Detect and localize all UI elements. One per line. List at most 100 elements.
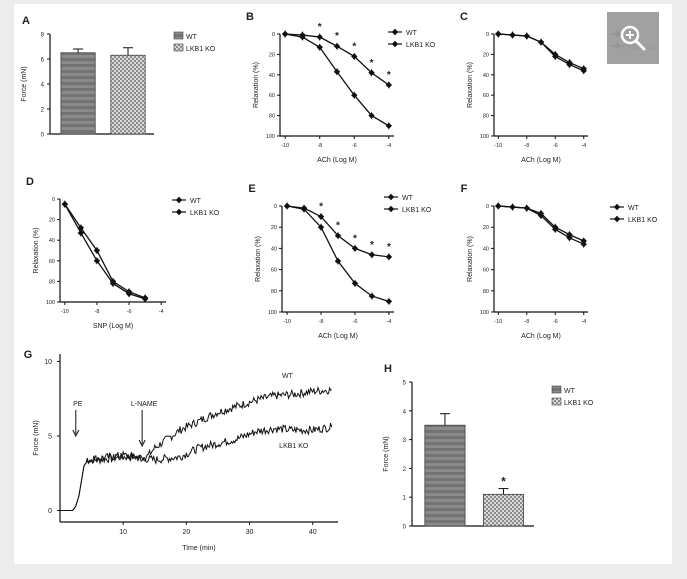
y-axis-label-F: Relaxation (%) (467, 236, 474, 282)
data-point-E-wt (385, 298, 393, 305)
y-tick-label-H: 1 (403, 496, 407, 502)
legend-swatch-H (551, 385, 562, 394)
data-point-D-wt (93, 257, 101, 264)
legend-label-D: WT (190, 198, 202, 205)
trace-label-wt: WT (282, 373, 294, 380)
y-tick-label-D: 60 (49, 259, 55, 265)
y-axis-label-G: Force (mN) (33, 420, 40, 455)
data-point-D-ko (61, 200, 69, 208)
data-point-C-ko (566, 59, 573, 66)
significance-star-B: * (335, 31, 339, 42)
legend-swatch-H (551, 397, 562, 406)
data-point-B-ko (333, 43, 341, 50)
y-tick-label-F: 80 (483, 289, 489, 295)
y-tick-label-A: 2 (41, 108, 45, 114)
y-axis-label-C: Relaxation (%) (467, 62, 474, 108)
x-tick-label-F: -4 (581, 319, 586, 325)
significance-star-H: * (501, 475, 506, 489)
data-point-B-ko (385, 81, 393, 89)
data-point-F-ko (566, 231, 573, 238)
panel-letter-A: A (22, 15, 30, 27)
zoom-button[interactable] (607, 12, 659, 64)
data-point-E-wt (317, 224, 325, 231)
y-tick-label-B: 20 (269, 52, 275, 58)
data-point-D-ko (77, 224, 85, 232)
legend-label-D: LKB1 KO (190, 210, 220, 217)
legend-marker-D (175, 208, 183, 216)
x-tick-label-F: -10 (494, 319, 502, 325)
data-point-D-ko (141, 294, 149, 302)
data-point-E-ko (283, 202, 291, 210)
y-tick-label-B: 100 (266, 134, 275, 140)
panel-letter-B: B (246, 11, 254, 23)
data-point-F-ko (509, 203, 516, 211)
panel-letter-F: F (461, 183, 468, 195)
data-point-B-ko (368, 69, 375, 76)
legend-marker-E (387, 193, 395, 201)
legend-label-F: WT (628, 205, 640, 212)
x-tick-label-B: -6 (352, 143, 357, 149)
y-tick-label-A: 6 (41, 58, 45, 64)
data-point-E-ko (385, 253, 393, 261)
x-tick-label-C: -4 (581, 143, 586, 149)
x-tick-label-F: -6 (553, 319, 558, 325)
data-point-B-wt (316, 44, 323, 51)
x-tick-label-E: -10 (283, 319, 291, 325)
y-tick-label-E: 80 (271, 289, 277, 295)
trace-wt (60, 386, 332, 511)
series-line-D-ko (64, 203, 146, 299)
significance-star-E: * (336, 221, 340, 232)
x-tick-label-G: 20 (182, 529, 190, 536)
legend-label-H: LKB1 KO (564, 400, 594, 407)
data-point-D-ko (109, 278, 117, 285)
significance-star-E: * (370, 240, 374, 251)
legend-marker-D (175, 196, 183, 204)
y-tick-label-G: 0 (48, 508, 52, 515)
x-tick-label-C: -8 (524, 143, 529, 149)
y-tick-label-A: 8 (41, 33, 45, 39)
y-tick-label-C: 80 (483, 114, 489, 120)
data-point-F-ko (537, 210, 545, 217)
y-tick-label-D: 0 (52, 197, 55, 203)
y-tick-label-F: 20 (483, 225, 489, 231)
data-point-E-wt (334, 257, 342, 265)
data-point-F-ko (552, 224, 559, 231)
y-tick-label-B: 0 (272, 32, 275, 38)
x-axis-label-D: SNP (Log M) (93, 323, 133, 330)
y-tick-label-C: 60 (483, 93, 489, 99)
y-tick-label-D: 40 (49, 238, 55, 244)
series-line-D-wt (64, 203, 146, 300)
x-tick-label-E: -4 (386, 319, 391, 325)
data-point-F-ko (523, 204, 530, 212)
y-tick-label-C: 40 (483, 73, 489, 79)
figure-image: A 0 2 4 6 8 Force (mN) WT LKB1 KO B -10 -8 -6 -4 0 20 40… (14, 4, 672, 564)
data-point-B-ko (281, 30, 289, 38)
annotation-l-name: L-NAME (131, 401, 158, 408)
legend-marker-E (387, 205, 395, 213)
y-tick-label-E: 60 (271, 268, 277, 274)
panel-letter-D: D (26, 176, 34, 188)
data-point-E-ko (300, 204, 308, 212)
x-axis-label-F: ACh (Log M) (521, 333, 561, 340)
x-tick-label-B: -8 (317, 143, 322, 149)
legend-marker-B (391, 40, 399, 48)
bar-H-ko (482, 493, 525, 527)
data-point-F-ko (580, 237, 587, 245)
y-tick-label-E: 20 (271, 225, 277, 231)
legend-marker-B (391, 28, 399, 36)
panel-letter-C: C (460, 11, 468, 23)
bar-A-wt (60, 52, 96, 135)
significance-star-E: * (319, 202, 323, 213)
x-tick-label-E: -8 (319, 319, 324, 325)
x-tick-label-D: -6 (127, 309, 132, 315)
data-point-B-wt (333, 68, 341, 75)
y-tick-label-G: 10 (44, 359, 52, 366)
legend-label-H: WT (564, 388, 576, 395)
y-axis-label-B: Relaxation (%) (253, 62, 260, 108)
legend-label-E: LKB1 KO (402, 207, 432, 214)
legend-swatch-A (173, 31, 184, 40)
y-tick-label-H: 5 (403, 381, 407, 387)
data-point-C-ko (523, 32, 530, 40)
